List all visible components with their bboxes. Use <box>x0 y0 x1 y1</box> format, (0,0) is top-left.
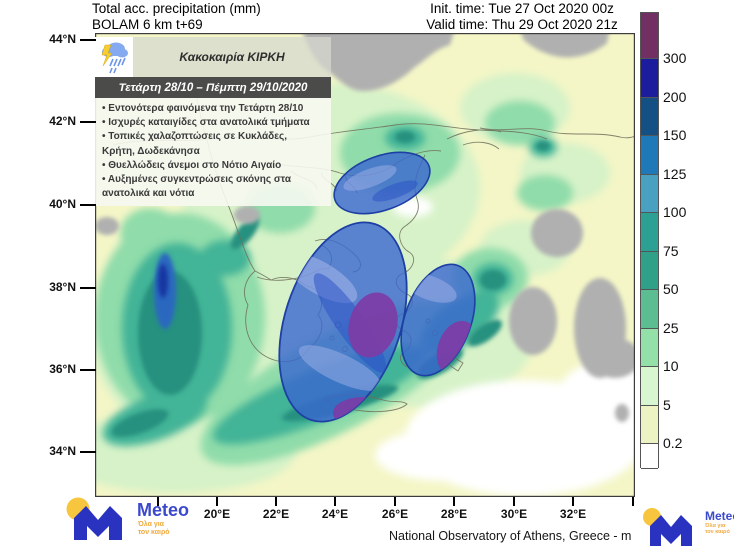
lon-tick-label: 26°E <box>375 507 415 521</box>
lat-tick-label: 36°N <box>36 362 76 376</box>
lon-tick-label: 28°E <box>434 507 474 521</box>
lat-tick <box>80 121 96 123</box>
lon-tick-label: 30°E <box>494 507 534 521</box>
lon-tick-label: 32°E <box>553 507 593 521</box>
storm-bullet-list: • Εντονότερα φαινόμενα την Τετάρτη 28/10… <box>95 98 331 206</box>
colorbar-segment <box>641 290 658 329</box>
colorbar-tick-label: 300 <box>663 50 686 66</box>
lon-tick <box>394 497 396 506</box>
lat-tick <box>80 451 96 453</box>
colorbar-tick-label: 150 <box>663 127 686 143</box>
colorbar-segment <box>641 136 658 175</box>
precipitation-colorbar <box>640 12 659 468</box>
colorbar-tick-label: 0.2 <box>663 435 682 451</box>
weather-map-page: Total acc. precipitation (mm) BOLAM 6 km… <box>0 0 734 550</box>
info-bullet-line: Κρήτη, Δωδεκάνησα <box>102 145 327 159</box>
lat-tick <box>80 204 96 206</box>
precip-extreme-core <box>158 264 168 298</box>
storm-date-range: Τετάρτη 28/10 – Πέμπτη 29/10/2020 <box>95 77 331 98</box>
colorbar-segment <box>641 367 658 406</box>
lat-tick-label: 38°N <box>36 280 76 294</box>
colorbar-tick-label: 10 <box>663 358 679 374</box>
lat-tick <box>80 369 96 371</box>
colorbar-segment <box>641 329 658 368</box>
lon-tick-label: 24°E <box>315 507 355 521</box>
meteo-tagline: Όλα για τον καιρό <box>138 521 170 537</box>
colorbar-segment <box>641 59 658 98</box>
meteo-logo-left: Meteo Όλα για τον καιρό <box>58 496 258 550</box>
lon-tick <box>453 497 455 506</box>
colorbar-tick-label: 200 <box>663 89 686 105</box>
info-bullet-line: • Τοπικές χαλαζοπτώσεις σε Κυκλάδες, <box>102 130 327 144</box>
lon-tick <box>632 497 634 506</box>
colorbar-segment <box>641 98 658 137</box>
lat-tick <box>80 39 96 41</box>
storm-icon-tile <box>95 37 133 77</box>
colorbar-segment <box>641 406 658 445</box>
storm-name-title: Κακοκαιρία ΚΙΡΚΗ <box>133 37 331 77</box>
colorbar-tick-label: 125 <box>663 166 686 182</box>
product-title: Total acc. precipitation (mm) <box>92 1 261 17</box>
colorbar-segment <box>641 444 658 469</box>
colorbar-tick-label: 100 <box>663 204 686 220</box>
valid-time: Valid time: Thu 29 Oct 2020 21z <box>398 17 646 33</box>
meteo-logo-text: Meteo <box>137 500 189 521</box>
info-bullet-line: • Θυελλώδεις άνεμοι στο Νότιο Αιγαίο <box>102 159 327 173</box>
lon-tick-label: 22°E <box>256 507 296 521</box>
lon-tick <box>572 497 574 506</box>
info-bullet-line: • Εντονότερα φαινόμενα την Τετάρτη 28/10 <box>102 102 327 116</box>
lat-tick-label: 42°N <box>36 114 76 128</box>
info-bullet-line: • Ισχυρές καταιγίδες στα ανατολικά τμήμα… <box>102 116 327 130</box>
meteo-m-icon-small <box>640 504 702 550</box>
model-label: BOLAM 6 km t+69 <box>92 17 261 33</box>
colorbar-tick-label: 5 <box>663 397 671 413</box>
info-bullet-line: ανατολικά και νότια <box>102 187 327 201</box>
product-header: Total acc. precipitation (mm) BOLAM 6 km… <box>92 1 261 32</box>
colorbar-tick-label: 50 <box>663 281 679 297</box>
colorbar-segment <box>641 175 658 214</box>
lat-tick <box>80 287 96 289</box>
meteo-logo-text-small: Meteo <box>705 509 734 523</box>
info-bullet-line: • Αυξημένες συγκεντρώσεις σκόνης στα <box>102 173 327 187</box>
storm-cloud-lightning-icon <box>97 40 131 74</box>
init-time: Init. time: Tue 27 Oct 2020 00z <box>398 1 646 17</box>
colorbar-tick-label: 25 <box>663 320 679 336</box>
meteo-logo-right: Meteo Όλα για τον καιρό <box>640 504 734 550</box>
lat-tick-label: 40°N <box>36 197 76 211</box>
colorbar-segment <box>641 13 658 59</box>
colorbar-segment <box>641 252 658 291</box>
storm-info-box: Κακοκαιρία ΚΙΡΚΗ Τετάρτη 28/10 – Πέμπτη … <box>95 37 331 206</box>
colorbar-tick-label: 75 <box>663 243 679 259</box>
time-header: Init. time: Tue 27 Oct 2020 00z Valid ti… <box>398 1 646 32</box>
meteo-tagline-small: Όλα για τον καιρό <box>705 523 730 535</box>
lat-tick-label: 44°N <box>36 32 76 46</box>
attribution-text: National Observatory of Athens, Greece -… <box>389 529 631 543</box>
lon-tick <box>275 497 277 506</box>
lat-tick-label: 34°N <box>36 444 76 458</box>
lon-tick <box>513 497 515 506</box>
lon-tick <box>334 497 336 506</box>
colorbar-segment <box>641 213 658 252</box>
